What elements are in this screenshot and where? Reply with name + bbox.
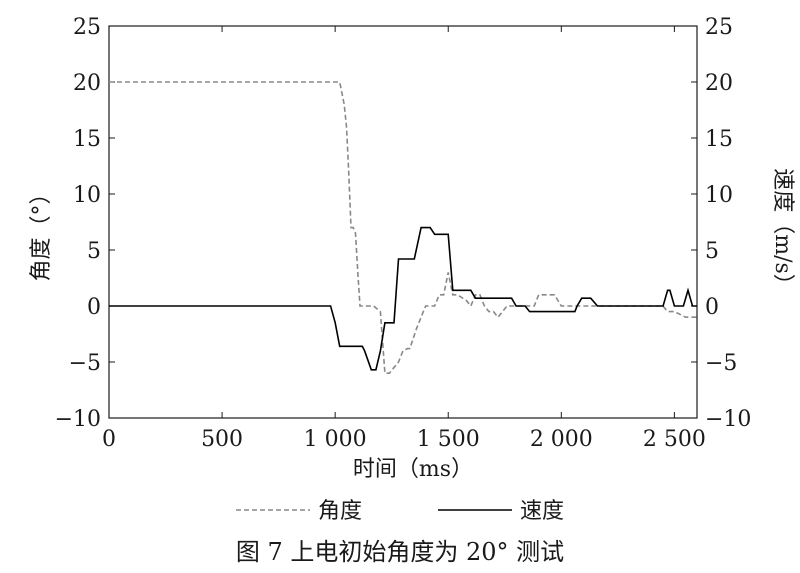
plot-frame	[108, 25, 698, 419]
x-tick-label: 1 500	[417, 427, 480, 452]
y-tick-label-left: 15	[73, 127, 101, 152]
y-tick-label-left: 0	[87, 295, 101, 320]
x-tick-label: 2 000	[530, 427, 593, 452]
series-line-angle	[109, 81, 697, 375]
y-tick-label-right: 20	[705, 71, 733, 96]
y-axis-title-right: 速度（m/s）	[770, 168, 795, 296]
figure-caption: 图 7 上电初始角度为 20° 测试	[236, 538, 564, 566]
y-tick-label-right: 5	[705, 239, 719, 264]
y-tick-label-left: 25	[73, 15, 101, 40]
y-tick-label-left: 5	[87, 239, 101, 264]
legend-label-angle: 角度	[318, 499, 362, 524]
y-axis-title-left: 角度（°）	[29, 182, 54, 281]
series-layer	[109, 81, 697, 375]
x-tick-label: 500	[201, 427, 243, 452]
y-tick-label-right: 25	[705, 15, 733, 40]
x-axis-title: 时间（ms）	[353, 457, 473, 482]
axes: 0 500 1 000 1 500 2 000 2 500−10 −10−5 −50 05 510…	[55, 15, 752, 452]
y-tick-label-left: 10	[73, 183, 101, 208]
y-tick-label-left: −10	[55, 407, 101, 432]
legend: 角度 速度	[236, 499, 564, 524]
x-tick-label: 1 000	[304, 427, 367, 452]
legend-label-speed: 速度	[520, 499, 564, 524]
x-tick-label: 0	[102, 427, 116, 452]
series-line-speed	[109, 226, 697, 371]
y-tick-label-right: 10	[705, 183, 733, 208]
y-tick-label-right: 0	[705, 295, 719, 320]
y-tick-label-right: 15	[705, 127, 733, 152]
y-tick-label-right: −5	[705, 351, 737, 376]
y-tick-label-left: −5	[69, 351, 101, 376]
y-tick-label-right: −10	[705, 407, 751, 432]
y-tick-label-left: 20	[73, 71, 101, 96]
x-tick-label: 2 500	[643, 427, 706, 452]
